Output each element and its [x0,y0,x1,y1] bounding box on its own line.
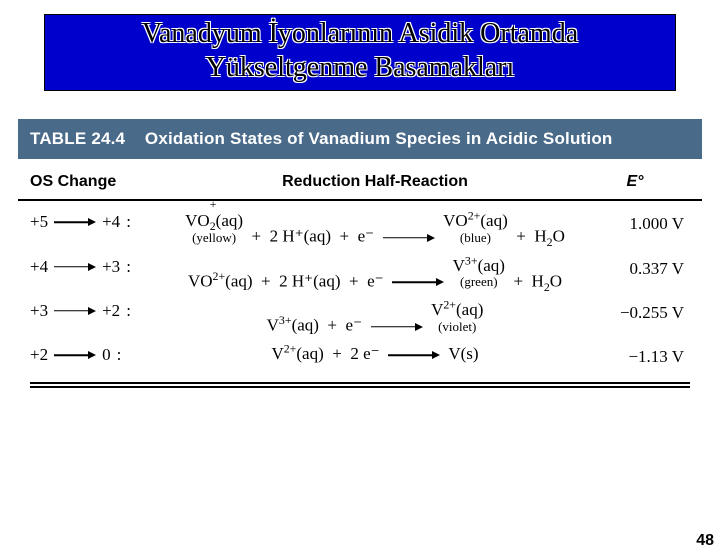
table-row: +3 +2: V3+(aq) + e⁻ V2+(aq) (violet) −0.… [30,296,690,340]
table-caption: TABLE 24.4 Oxidation States of Vanadium … [18,119,702,159]
arrow-icon [54,350,96,360]
arrow-icon [371,322,423,332]
table-row: +5 +4: VO2+(aq) (yellow) + 2 H⁺(aq) + e⁻… [30,207,690,251]
table-caption-text: Oxidation States of Vanadium Species in … [145,129,613,148]
half-reaction: V3+(aq) + e⁻ V2+(aq) (violet) [170,301,580,335]
column-header-potential: E° [580,173,690,191]
table-caption-label: TABLE 24.4 [30,129,125,148]
arrow-icon [54,262,96,272]
arrow-icon [54,306,96,316]
column-header-os: OS Change [30,173,170,191]
os-change: +2 0: [30,345,170,365]
slide-title: Vanadyum İyonlarının Asidik Ortamda Yüks… [44,14,676,91]
os-change: +3 +2: [30,301,170,321]
table-bottom-rule [30,382,690,388]
standard-potential: −0.255 V [580,301,690,323]
half-reaction: V2+(aq) + 2 e⁻ V(s) [170,345,580,364]
arrow-icon [392,277,444,287]
table-column-headers: OS Change Reduction Half-Reaction E° [18,159,702,201]
column-header-reaction: Reduction Half-Reaction [170,173,580,191]
standard-potential: 1.000 V [580,212,690,234]
slide-title-line2: Yükseltgenme Basamakları [55,51,665,85]
half-reaction: VO2+(aq) + 2 H⁺(aq) + e⁻ V3+(aq) (green)… [170,257,580,291]
half-reaction: VO2+(aq) (yellow) + 2 H⁺(aq) + e⁻ VO2+(a… [170,212,580,246]
os-change: +5 +4: [30,212,170,232]
standard-potential: −1.13 V [580,345,690,367]
standard-potential: 0.337 V [580,257,690,279]
table-row: +2 0: V2+(aq) + 2 e⁻ V(s) −1.13 V [30,340,690,372]
table-row: +4 +3: VO2+(aq) + 2 H⁺(aq) + e⁻ V3+(aq) … [30,252,690,296]
slide-title-line1: Vanadyum İyonlarının Asidik Ortamda [55,17,665,51]
arrow-icon [388,350,440,360]
page-number: 48 [696,532,714,550]
arrow-icon [383,233,435,243]
table-body: +5 +4: VO2+(aq) (yellow) + 2 H⁺(aq) + e⁻… [18,201,702,378]
oxidation-table: TABLE 24.4 Oxidation States of Vanadium … [18,119,702,388]
os-change: +4 +3: [30,257,170,277]
arrow-icon [54,217,96,227]
